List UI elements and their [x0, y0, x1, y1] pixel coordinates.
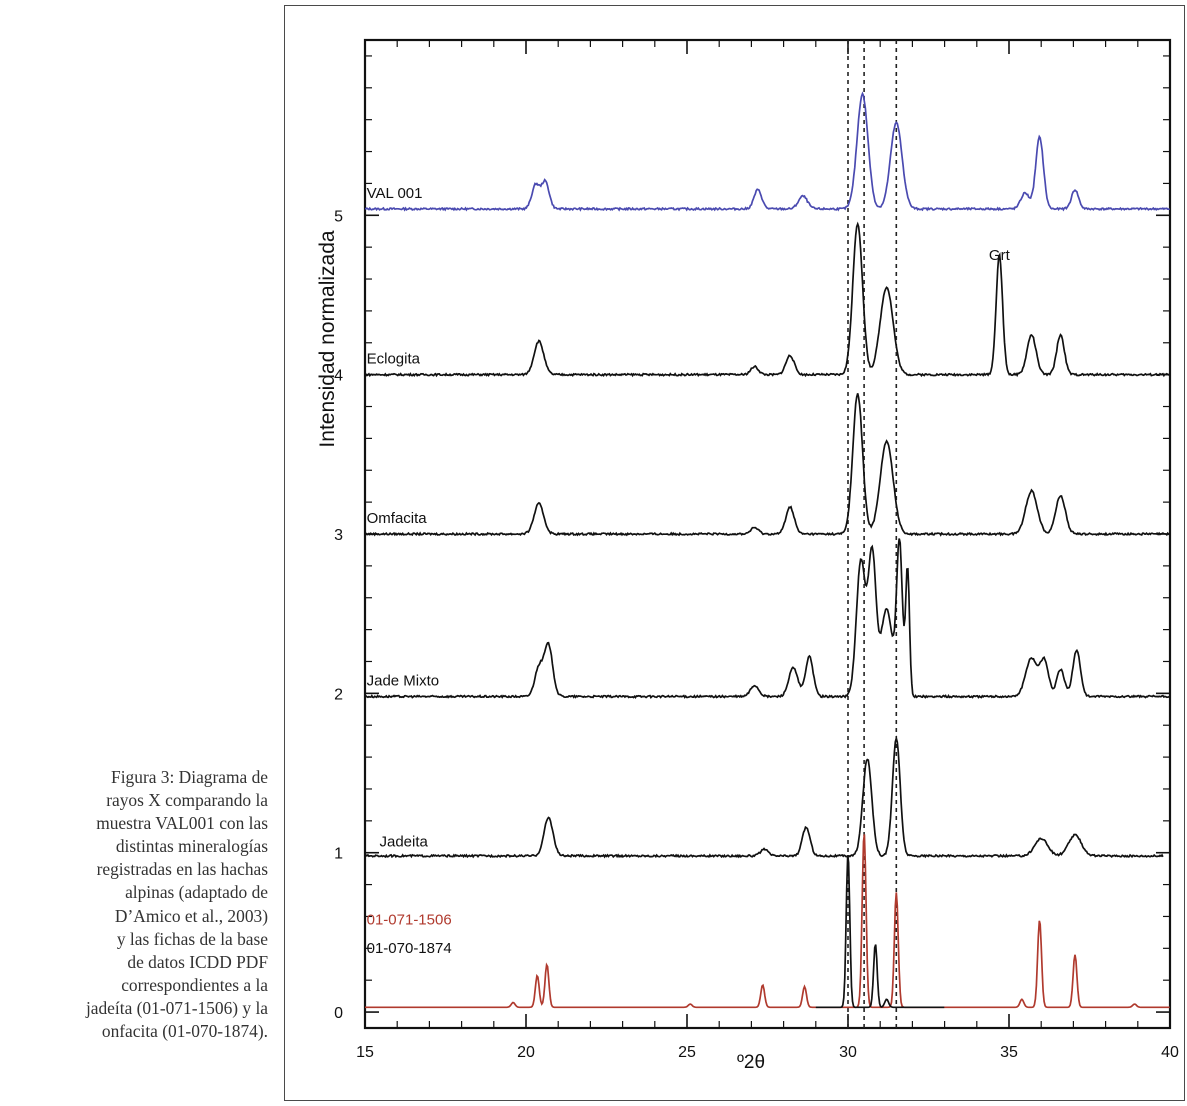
y-tick-label: 0 — [334, 1005, 343, 1022]
plot-area: 15 20 25 30 35 40 0 1 2 3 4 5 VAL 001 Eclogita Omfacit… — [334, 38, 1179, 1061]
x-tick-label: 25 — [678, 1044, 696, 1061]
series-label: 01-070-1874 — [367, 940, 452, 957]
caption-line: rayos X comparando la — [106, 790, 268, 811]
caption-line: jadeíta (01-071-1506) y la — [85, 997, 268, 1018]
series-line — [364, 393, 1170, 537]
caption-line: Figura 3: Diagrama de — [111, 767, 268, 787]
y-tick-label: 2 — [334, 686, 343, 703]
figure-caption: Figura 3: Diagrama de rayos X comparando… — [0, 766, 268, 1043]
caption-line: y las fichas de la base — [116, 928, 268, 949]
series-label: Jade Mixto — [367, 672, 440, 689]
x-tick-label: 30 — [839, 1044, 857, 1061]
caption-line: muestra VAL001 con las — [96, 813, 268, 834]
series-line — [365, 834, 1170, 1009]
series-label: VAL 001 — [367, 185, 423, 202]
x-tick-label: 40 — [1161, 1044, 1179, 1061]
caption-line: distintas mineralogías — [115, 836, 268, 857]
y-tick-label: 3 — [334, 527, 343, 544]
caption-line: alpinas (adaptado de — [125, 882, 268, 903]
x-axis-label: º2θ — [737, 1052, 765, 1073]
series-line — [364, 538, 1171, 699]
y-tick-label: 4 — [334, 368, 343, 385]
series-label: Omfacita — [367, 510, 428, 527]
caption-line: de datos ICDD PDF — [127, 951, 268, 972]
series-line — [364, 91, 1170, 212]
series-label: Jadeita — [379, 833, 428, 850]
x-tick-label: 15 — [356, 1044, 374, 1061]
series-line — [364, 735, 1164, 859]
caption-line: onfacita (01-070-1874). — [101, 1021, 268, 1042]
y-tick-label: 1 — [334, 846, 343, 863]
figure-frame — [284, 5, 1185, 1101]
series-line — [364, 221, 1171, 378]
x-tick-label: 20 — [517, 1044, 535, 1061]
y-axis-label: Intensidad normalizada — [316, 230, 339, 447]
x-tick-label: 35 — [1000, 1044, 1018, 1061]
series-label: 01-071-1506 — [367, 911, 452, 928]
caption-line: registradas en las hachas — [96, 859, 268, 880]
caption-line: D’Amico et al., 2003) — [114, 905, 268, 926]
y-tick-label: 5 — [334, 208, 343, 225]
caption-line: correspondientes a la — [121, 974, 268, 995]
series-label: Eclogita — [367, 350, 421, 367]
peak-annotation: Grt — [989, 247, 1011, 264]
xrd-chart: 15 20 25 30 35 40 0 1 2 3 4 5 VAL 001 Eclogita Omfacit… — [316, 38, 1179, 1073]
series-line — [815, 855, 945, 1009]
